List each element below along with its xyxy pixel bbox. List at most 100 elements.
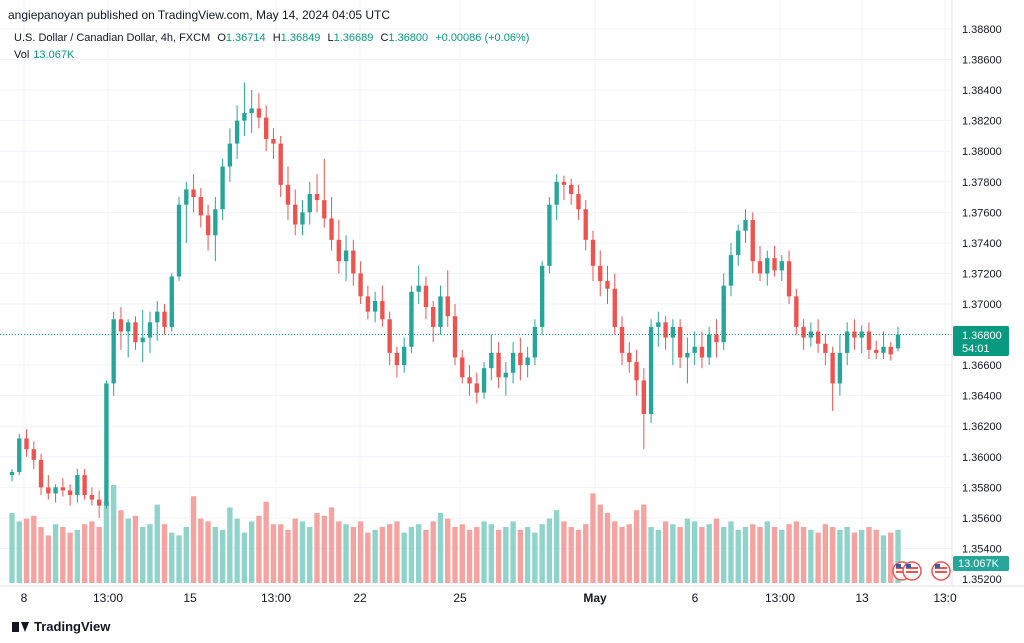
candle-body xyxy=(133,322,138,343)
candle-body xyxy=(9,472,15,476)
candle-body xyxy=(874,349,879,353)
symbol-legend[interactable]: U.S. Dollar / Canadian Dollar, 4h, FXCM … xyxy=(14,32,529,44)
candle-body xyxy=(510,352,516,373)
volume-label: Vol xyxy=(14,49,30,61)
candle-body xyxy=(380,300,385,320)
volume-bar xyxy=(292,518,298,583)
volume-bar xyxy=(481,521,487,583)
volume-legend[interactable]: Vol 13.067K xyxy=(14,49,74,61)
volume-bar xyxy=(452,527,458,583)
volume-bar xyxy=(219,529,226,583)
volume-bar xyxy=(336,521,342,583)
candle-body xyxy=(656,322,661,327)
volume-bar xyxy=(278,524,284,583)
volume-bar xyxy=(873,529,879,583)
volume-bar xyxy=(880,535,887,583)
volume-bar xyxy=(285,529,291,583)
candle-body xyxy=(692,346,697,353)
low-value: 1.36689 xyxy=(333,32,374,44)
candle-body xyxy=(837,352,843,384)
volume-bar xyxy=(539,524,545,583)
volume-bar xyxy=(263,501,269,583)
candle-body xyxy=(169,276,174,327)
volume-bar xyxy=(314,513,320,583)
us-flag-icon[interactable] xyxy=(931,561,951,581)
volume-bar xyxy=(488,524,494,583)
volume-bar xyxy=(524,527,531,583)
volume-bar xyxy=(503,527,509,583)
volume-bar xyxy=(510,521,516,583)
time-tick-label: 13:0 xyxy=(933,591,957,605)
volume-bar xyxy=(641,504,647,583)
candle-body xyxy=(496,352,501,378)
candle-body xyxy=(881,346,886,353)
volume-bar xyxy=(16,521,22,583)
candle-body xyxy=(627,352,632,363)
time-tick-label: 15 xyxy=(183,591,197,605)
price-tick-label: 1.38000 xyxy=(962,146,1002,158)
candle-body xyxy=(736,230,741,256)
price-tick-label: 1.38200 xyxy=(962,116,1002,128)
volume-bar xyxy=(648,527,654,583)
tradingview-footer[interactable]: TradingView xyxy=(12,619,110,634)
candle-body xyxy=(372,300,378,312)
volume-bar xyxy=(89,521,95,583)
price-tick-label: 1.36600 xyxy=(962,360,1002,372)
volume-bar xyxy=(103,501,110,583)
time-axis[interactable]: 8 13:00 15 13:00 22 25 May 6 13:00 13 13:0 xyxy=(21,591,957,605)
candle-body xyxy=(409,291,414,347)
symbol-title[interactable]: U.S. Dollar / Canadian Dollar, 4h, FXCM xyxy=(14,32,211,44)
candle-body xyxy=(765,258,770,274)
candle-body xyxy=(249,108,254,114)
volume-bar xyxy=(604,513,611,583)
volume-bar xyxy=(779,529,785,583)
candle-body xyxy=(801,326,806,338)
us-flag-icon[interactable] xyxy=(902,561,922,581)
volume-bar xyxy=(619,527,625,583)
volume-bar xyxy=(321,515,327,583)
volume-bar xyxy=(394,521,400,583)
price-tick-label: 1.37200 xyxy=(962,268,1002,280)
price-tick-label: 1.36200 xyxy=(962,421,1002,433)
volume-bar xyxy=(721,527,727,583)
publish-info: angiepanoyan published on TradingView.co… xyxy=(8,8,391,22)
candle-body xyxy=(757,261,763,274)
volume-bar xyxy=(198,518,204,583)
candle-countdown: 54:01 xyxy=(962,343,990,355)
price-tick-label: 1.37600 xyxy=(962,207,1002,219)
time-tick-label: 13:00 xyxy=(765,591,795,605)
volume-bar xyxy=(757,527,763,583)
candle-body xyxy=(46,487,51,494)
time-tick-label: 8 xyxy=(21,591,28,605)
candle-body xyxy=(452,316,458,358)
high-label: H xyxy=(272,32,281,44)
candle-body xyxy=(648,326,654,414)
time-tick-label: May xyxy=(583,591,607,605)
volume-bar xyxy=(633,510,640,583)
candle-body xyxy=(271,139,276,144)
volume-bar xyxy=(532,532,538,583)
candle-body xyxy=(598,265,603,282)
event-flags[interactable] xyxy=(892,561,951,581)
price-axis[interactable]: 1.38800 1.38600 1.38400 1.38200 1.38000 1.378… xyxy=(962,24,1002,586)
close-label: C xyxy=(380,32,389,44)
candle-body xyxy=(445,296,450,317)
volume-bar xyxy=(110,485,117,583)
volume-bar xyxy=(459,524,465,583)
candle-body xyxy=(111,319,116,384)
volume-bar xyxy=(212,527,219,583)
volume-bar xyxy=(808,529,814,583)
candle-body xyxy=(699,346,705,358)
time-tick-label: 25 xyxy=(453,591,467,605)
volume-bar xyxy=(416,524,422,583)
candle-body xyxy=(256,108,262,118)
close-value: 1.36800 xyxy=(388,32,429,44)
volume-bar xyxy=(670,524,676,583)
volume-bar xyxy=(125,518,131,583)
volume-bar xyxy=(60,527,66,583)
candle-body xyxy=(569,184,574,194)
volume-bar xyxy=(735,529,741,583)
candle-body xyxy=(205,215,211,236)
candle-body xyxy=(147,322,153,338)
